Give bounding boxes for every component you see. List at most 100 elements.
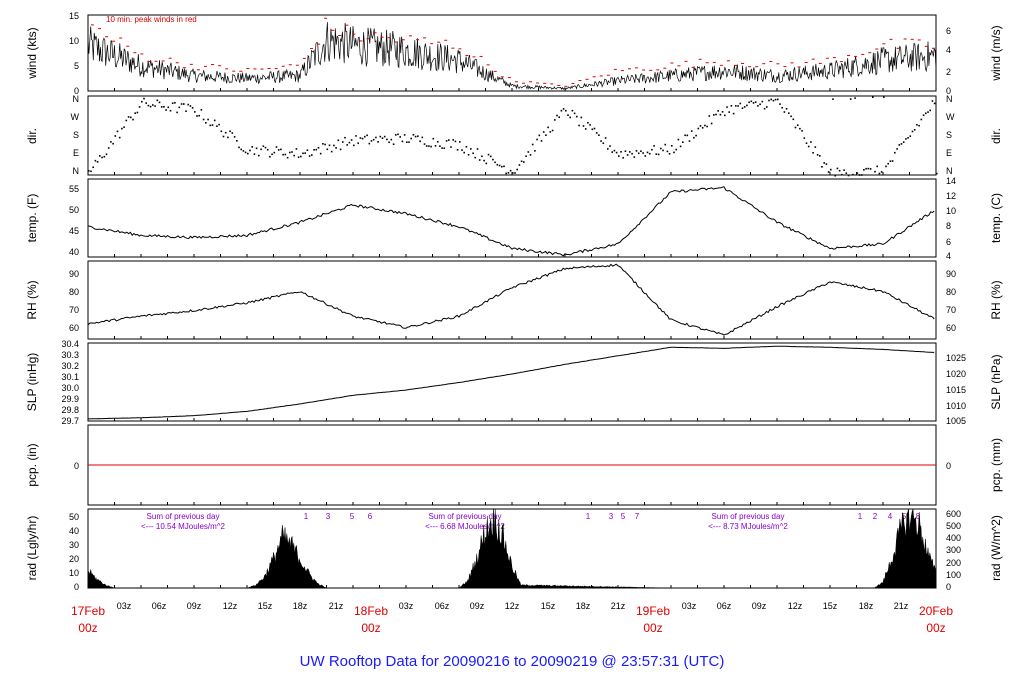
- direction-point: [841, 173, 843, 176]
- rad-right-tick-200: 200: [946, 558, 961, 568]
- direction-point: [107, 147, 110, 149]
- direction-point: [536, 138, 538, 141]
- direction-point: [311, 154, 313, 156]
- direction-point: [620, 151, 622, 153]
- slp-right-tick-1025: 1025: [946, 353, 966, 363]
- direction-point: [432, 137, 435, 140]
- rad-left-tick-10: 10: [69, 568, 79, 578]
- rad-sum-label-day2: Sum of previous day: [429, 512, 502, 521]
- rh-left-label: RH (%): [25, 280, 39, 319]
- direction-point: [156, 99, 159, 102]
- direction-point: [618, 155, 620, 157]
- direction-point: [695, 134, 697, 137]
- direction-point: [571, 109, 574, 112]
- direction-point: [494, 161, 496, 164]
- radiation-area: [87, 508, 937, 589]
- direction-point: [593, 127, 596, 130]
- direction-point: [595, 132, 598, 134]
- direction-point: [894, 151, 896, 154]
- direction-point: [554, 119, 556, 121]
- direction-point: [251, 146, 253, 148]
- direction-point: [295, 148, 298, 150]
- direction-point: [317, 147, 320, 149]
- direction-point: [450, 146, 452, 148]
- direction-point: [304, 152, 306, 154]
- direction-point: [872, 96, 874, 98]
- direction-point: [439, 145, 441, 147]
- slp-left-label: SLP (inHg): [25, 353, 39, 411]
- direction-point: [114, 135, 117, 137]
- day-label-18feb: 18Feb: [354, 604, 388, 618]
- direction-point: [655, 153, 658, 155]
- direction-point: [163, 106, 165, 108]
- direction-point: [127, 116, 130, 118]
- temp-left-tick-55: 55: [69, 184, 79, 194]
- temperature-line: [87, 186, 935, 257]
- direction-point: [205, 122, 207, 124]
- direction-point: [653, 145, 655, 147]
- direction-point: [613, 149, 616, 152]
- direction-point: [141, 100, 143, 103]
- direction-point: [361, 137, 364, 140]
- day-hour-19feb: 00z: [643, 621, 662, 635]
- direction-point: [483, 159, 485, 162]
- direction-point: [589, 124, 591, 126]
- pcp-right-label: pcp. (mm): [989, 438, 1003, 492]
- direction-point: [253, 153, 256, 155]
- day-hour-20feb: 00z: [926, 621, 945, 635]
- direction-point: [854, 97, 856, 99]
- temp-right-tick-4: 4: [946, 251, 951, 261]
- direction-point: [545, 134, 547, 136]
- direction-point: [92, 166, 94, 169]
- x-tick-label: 12z: [223, 601, 238, 611]
- direction-point: [748, 101, 750, 104]
- rad-left-tick-50: 50: [69, 512, 79, 522]
- direction-point: [936, 172, 938, 175]
- direction-point: [805, 142, 808, 144]
- direction-point: [169, 109, 172, 112]
- direction-point: [207, 118, 209, 121]
- slp-left-tick-30-1: 30.1: [61, 372, 79, 382]
- temp-right-tick-6: 6: [946, 237, 951, 247]
- direction-point: [880, 171, 883, 173]
- rh-left-tick-90: 90: [69, 269, 79, 279]
- temp-left-tick-45: 45: [69, 226, 79, 236]
- direction-point: [726, 106, 728, 108]
- direction-point: [293, 154, 295, 157]
- dir-panel-frame: [87, 95, 937, 176]
- direction-point: [790, 115, 792, 118]
- direction-point: [357, 142, 359, 144]
- direction-point: [827, 171, 830, 173]
- rad-right-tick-400: 400: [946, 533, 961, 543]
- direction-point: [240, 148, 242, 151]
- wind-right-tick-0: 0: [946, 86, 951, 96]
- direction-point: [452, 139, 454, 141]
- direction-point: [227, 136, 229, 139]
- rad-hour-mark: 4: [888, 512, 893, 521]
- direction-point: [342, 141, 344, 143]
- direction-point: [105, 153, 108, 156]
- direction-point: [869, 168, 872, 170]
- direction-point: [355, 135, 357, 137]
- direction-point: [527, 151, 530, 153]
- direction-point: [412, 134, 415, 136]
- temp-right-tick-8: 8: [946, 221, 951, 231]
- rad-hour-mark: 2: [873, 512, 878, 521]
- direction-point: [662, 149, 664, 152]
- rad-hour-mark: 7: [635, 512, 640, 521]
- temp-left-tick-50: 50: [69, 205, 79, 215]
- direction-point: [297, 156, 300, 158]
- direction-point: [821, 166, 823, 168]
- direction-point: [514, 172, 516, 174]
- direction-point: [737, 105, 739, 107]
- direction-point: [896, 148, 898, 150]
- pcp-left-label: pcp. (in): [25, 443, 39, 486]
- direction-point: [266, 148, 269, 151]
- wind-left-label: wind (kts): [25, 27, 39, 79]
- direction-point: [498, 164, 501, 167]
- direction-point: [677, 138, 680, 141]
- direction-point: [580, 116, 583, 119]
- direction-point: [271, 153, 273, 156]
- direction-point: [849, 98, 852, 100]
- temp-right-tick-12: 12: [946, 191, 956, 201]
